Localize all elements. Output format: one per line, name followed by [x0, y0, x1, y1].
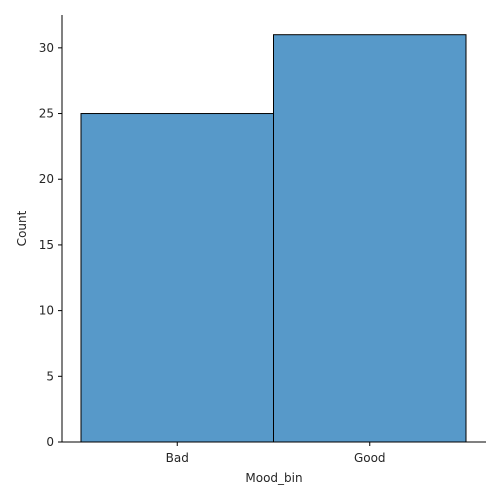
x-tick-label: Good	[354, 451, 386, 465]
y-tick-label: 20	[39, 172, 54, 186]
y-tick-label: 15	[39, 238, 54, 252]
bars-group	[80, 34, 467, 443]
y-tick-label: 30	[39, 41, 54, 55]
y-tick-label: 25	[39, 107, 54, 121]
y-tick-label: 10	[39, 304, 54, 318]
y-axis-label: Count	[15, 210, 29, 246]
bar-bad	[80, 113, 274, 443]
x-axis-label: Mood_bin	[245, 471, 302, 485]
bar-good	[273, 34, 467, 443]
y-axis-ticks: 0 5 10 15 20 25 30	[39, 41, 62, 449]
y-tick-label: 5	[46, 369, 54, 383]
x-axis-ticks: Bad Good	[166, 442, 386, 465]
y-tick-label: 0	[46, 435, 54, 449]
x-tick-label: Bad	[166, 451, 189, 465]
